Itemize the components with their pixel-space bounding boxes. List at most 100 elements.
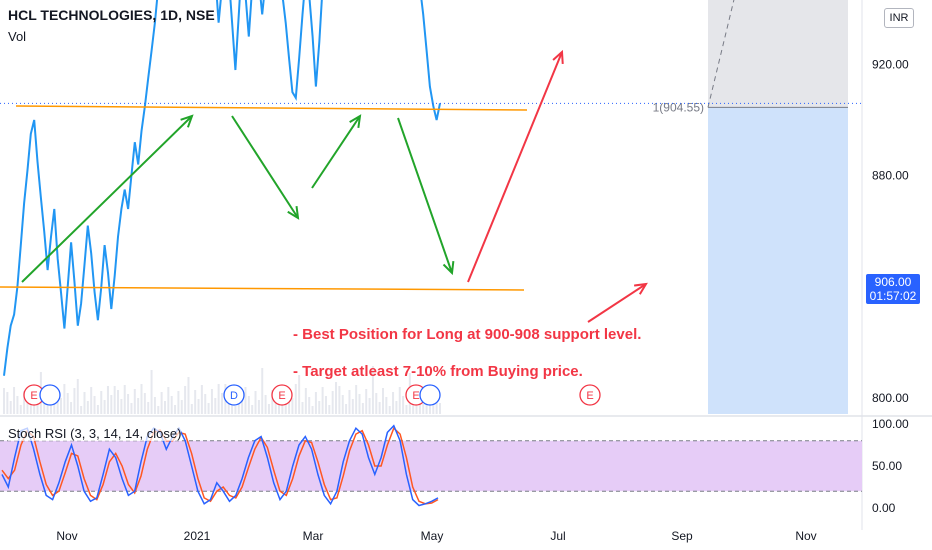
volume-bar [271, 390, 274, 414]
x-tick-label: Nov [795, 529, 816, 543]
volume-bar [90, 387, 93, 414]
volume-bar [435, 394, 438, 414]
volume-bar [150, 370, 153, 414]
volume-bar [23, 391, 26, 414]
volume-bar [264, 395, 267, 414]
event-marker-label: E [412, 390, 419, 402]
volume-bar [3, 388, 5, 414]
volume-bar [76, 379, 79, 414]
volume-bar [13, 387, 16, 414]
volume-bar [194, 390, 197, 414]
volume-bar [251, 405, 254, 414]
volume-bar [439, 403, 441, 414]
volume-bar [207, 403, 210, 414]
volume-bar [133, 389, 136, 414]
price-series [3, 0, 441, 376]
y-tick-label: 800.00 [872, 391, 909, 405]
volume-bar [335, 382, 338, 414]
volume-bar [83, 392, 86, 414]
earnings-marker [579, 384, 601, 406]
fibonacci-retracement: 0(1113.50)0.236(1064.20)0.382(1033.70)0.… [653, 0, 848, 414]
x-tick-label: May [421, 529, 444, 543]
volume-bar [106, 386, 109, 414]
volume-bar [405, 405, 408, 414]
volume-bar [187, 377, 190, 414]
volume-bar [324, 396, 327, 414]
volume-bar [70, 402, 73, 414]
volume-bar [314, 392, 317, 414]
x-tick-label: Sep [671, 529, 693, 543]
volume-bar [163, 401, 166, 414]
volume-bar [345, 404, 348, 414]
volume-bar [428, 399, 431, 414]
annotation-target: - Target atleast 7-10% from Buying price… [293, 363, 583, 380]
volume-bar [103, 400, 106, 414]
volume-bar [318, 401, 321, 414]
volume-bar [361, 403, 364, 414]
volume-bar [100, 391, 103, 414]
volume-bar [117, 390, 120, 414]
volume-bar [234, 406, 237, 414]
bar-countdown: 01:57:02 [869, 289, 917, 303]
volume-bar [371, 366, 374, 414]
volume-bar [422, 404, 425, 414]
fib-zone [708, 0, 848, 108]
volume-bar [381, 388, 384, 414]
x-tick-label: 2021 [184, 529, 211, 543]
x-tick-label: Nov [56, 529, 77, 543]
volume-bar [341, 395, 344, 414]
volume-bar [93, 396, 96, 414]
green-arrow-down-1 [231, 115, 299, 219]
rsi-y-tick-label: 100.00 [872, 417, 909, 431]
green-arrow-up-2 [311, 115, 361, 189]
fib-extension-zone [708, 107, 848, 414]
volume-bar [291, 398, 294, 414]
drawing-tools [0, 49, 862, 323]
volume-bar [123, 385, 126, 414]
volume-bar [298, 375, 301, 414]
volume-bar [267, 404, 270, 414]
event-marker-label: E [278, 390, 285, 402]
last-price-tag: 906.00 01:57:02 [866, 274, 920, 304]
volume-bar [19, 405, 22, 414]
volume-bar [402, 396, 405, 414]
volume-bar [80, 406, 83, 414]
volume-bar [331, 391, 334, 414]
volume-bar [36, 404, 39, 414]
red-arrow-target-head [552, 49, 564, 65]
event-marker-label: D [230, 390, 238, 402]
volume-bar [127, 394, 130, 414]
stoch-rsi-label[interactable]: Stoch RSI (3, 3, 14, 14, close) [8, 426, 182, 441]
volume-bar [214, 398, 217, 414]
y-tick-label: 880.00 [872, 169, 909, 183]
volume-bar [197, 399, 200, 414]
rsi-band [0, 440, 862, 492]
currency-button[interactable]: INR [884, 8, 914, 28]
stoch-rsi-panel [0, 424, 862, 507]
volume-bar [311, 406, 314, 414]
red-arrow-support [587, 283, 647, 323]
green-arrow-down-1-head [287, 205, 300, 220]
volume-bar [308, 397, 311, 414]
volume-bar [395, 401, 398, 414]
volume-bar [200, 385, 203, 414]
volume-bar [120, 399, 123, 414]
volume-bar [16, 396, 19, 414]
volume-bar [247, 396, 250, 414]
volume-bar [174, 405, 177, 414]
volume-bar [338, 386, 341, 414]
x-tick-label: Mar [303, 529, 324, 543]
volume-bar [221, 393, 223, 414]
volume-bar [368, 398, 371, 414]
symbol-title[interactable]: HCL TECHNOLOGIES, 1D, NSE [8, 7, 215, 23]
annotation-support: - Best Position for Long at 900-908 supp… [293, 326, 642, 343]
rsi-y-tick-label: 0.00 [872, 501, 896, 515]
volume-bar [241, 401, 244, 414]
volume-bar [177, 391, 180, 414]
volume-bar [398, 387, 401, 414]
green-arrow-up-1-head [180, 114, 194, 128]
last-price-value: 906.00 [874, 275, 912, 289]
volume-bar [351, 399, 354, 414]
volume-bar [170, 396, 173, 414]
